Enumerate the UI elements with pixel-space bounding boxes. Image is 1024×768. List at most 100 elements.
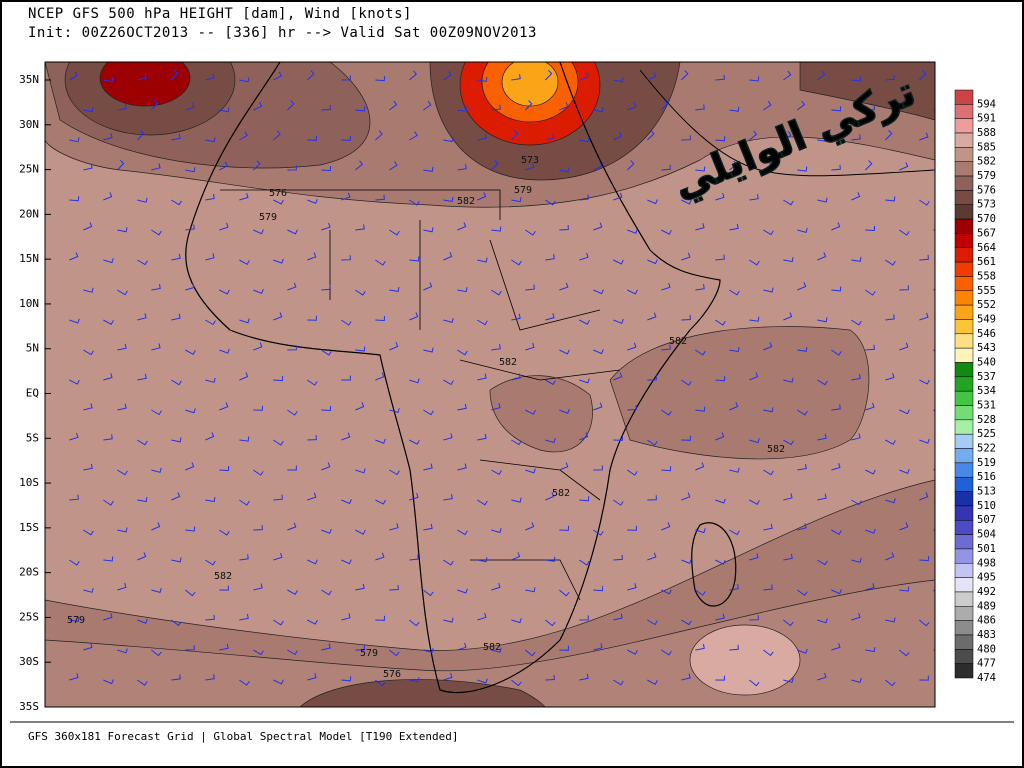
wind-barb: [661, 344, 671, 351]
wind-barb: [817, 317, 828, 323]
wind-barb: [545, 379, 556, 386]
colorbar-label: 540: [977, 356, 996, 368]
wind-barb: [660, 100, 669, 111]
wind-barb: [253, 289, 264, 295]
wind-barb: [865, 105, 875, 111]
wind-barb: [287, 165, 297, 171]
wind-barb: [545, 619, 556, 627]
wind-barb: [341, 375, 351, 381]
wind-barb: [375, 438, 386, 444]
wind-barb: [273, 71, 283, 81]
wind-barb: [899, 229, 910, 236]
wind-barb: [273, 258, 284, 264]
wind-barb: [205, 253, 215, 261]
wind-barb: [423, 523, 433, 531]
colorbar-label: 513: [977, 486, 996, 498]
wind-barb: [341, 75, 351, 81]
wind-barb: [171, 379, 182, 386]
wind-barb: [695, 589, 706, 596]
colorbar-label: 570: [977, 213, 996, 225]
wind-barb: [865, 225, 876, 232]
colorbar-label: 558: [977, 270, 996, 282]
wind-barb: [797, 227, 808, 234]
wind-barb: [749, 615, 759, 621]
wind-barb: [865, 647, 876, 653]
wind-barb: [307, 252, 317, 261]
latitude-label: 5N: [26, 342, 39, 355]
wind-barb: [545, 313, 555, 321]
wind-barb: [511, 497, 522, 503]
color-swatch: [954, 319, 974, 335]
colorbar-label: 477: [977, 658, 996, 670]
wind-barb: [409, 677, 420, 683]
wind-barb: [83, 222, 93, 231]
wind-barb: [457, 287, 468, 293]
wind-barb: [579, 137, 590, 143]
wind-barb: [715, 136, 726, 142]
wind-barb: [103, 556, 114, 562]
wind-barb: [185, 224, 195, 231]
wind-barb: [831, 106, 842, 112]
wind-barb: [919, 675, 929, 681]
wind-barb: [252, 160, 261, 171]
wind-barb: [884, 130, 893, 141]
wind-barb: [491, 344, 501, 351]
wind-barb: [783, 131, 792, 141]
wind-barb: [253, 649, 264, 656]
wind-barb: [559, 167, 570, 173]
colorbar-label: 498: [977, 557, 996, 569]
wind-barb: [341, 559, 352, 565]
wind-barb: [525, 284, 535, 291]
wind-barb: [695, 284, 705, 291]
wind-barb: [525, 468, 536, 474]
wind-barb: [831, 463, 841, 471]
wind-barb: [797, 166, 808, 172]
wind-barb: [287, 465, 297, 471]
contour-label: 582: [669, 336, 687, 347]
wind-barb: [307, 315, 317, 321]
wind-barb: [389, 469, 400, 476]
wind-barb: [69, 379, 80, 385]
wind-barb: [661, 589, 672, 595]
wind-barb: [899, 469, 910, 475]
wind-barb: [627, 102, 637, 111]
wind-barb: [831, 642, 841, 651]
latitude-label: EQ: [26, 387, 39, 400]
wind-barb: [307, 199, 318, 205]
wind-barb: [729, 467, 740, 473]
wind-barb: [219, 466, 230, 472]
wind-barb: [491, 647, 502, 653]
wind-barb: [851, 677, 862, 684]
wind-barb: [286, 100, 295, 111]
wind-barb: [491, 528, 502, 534]
color-swatch: [954, 333, 974, 349]
wind-barb: [69, 196, 80, 202]
wind-barb: [627, 469, 638, 476]
wind-barb: [409, 199, 420, 206]
wind-barb: [511, 313, 521, 321]
latitude-axis: 35N 30N 25N 20N 15N 10N 5N EQ 5S 10S 15S 20S 25S 30S 3…: [19, 73, 51, 713]
footer: GFS 360x181 Forecast Grid | Global Spect…: [28, 730, 458, 743]
wind-barb: [490, 160, 499, 171]
wind-barb: [511, 618, 522, 624]
wind-barb: [389, 342, 399, 351]
color-swatch: [954, 147, 974, 162]
wind-barb: [389, 286, 400, 292]
colorbar-label: 591: [977, 113, 996, 125]
wind-barb: [559, 349, 570, 355]
wind-barb: [103, 192, 113, 201]
wind-barb: [205, 614, 215, 621]
wind-barb: [579, 496, 590, 502]
wind-barb: [749, 372, 759, 381]
wind-barb: [239, 613, 249, 621]
wind-barb: [185, 645, 195, 651]
wind-barb: [899, 342, 909, 351]
wind-barb: [545, 438, 556, 444]
wind-barb: [865, 469, 876, 475]
wind-barb: [103, 612, 113, 621]
wind-barb: [116, 160, 125, 171]
wind-barb: [817, 379, 828, 386]
wind-barb: [239, 499, 250, 506]
wind-barb: [511, 439, 522, 446]
color-swatch: [954, 649, 974, 664]
